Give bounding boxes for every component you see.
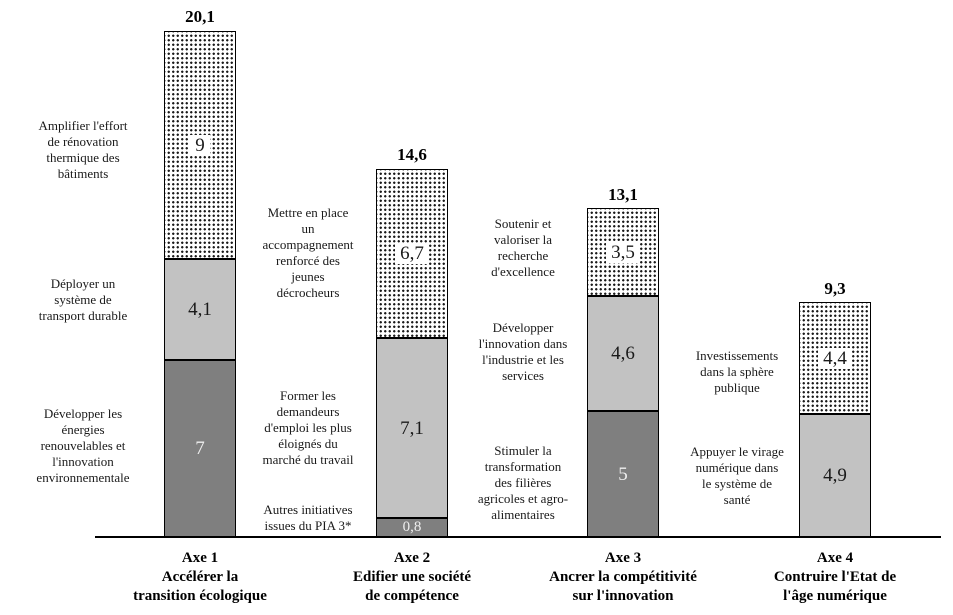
annotation-axe2-dotted: Mettre en place un accompagnement renfor… [262,205,354,300]
bar-axe1-segment-dotted: 9 [164,31,236,259]
annotation-axe4-dotted: Investissements dans la sphère publique [695,348,779,395]
bar-axe4-segment-dotted: 4,4 [799,302,871,414]
category-label-axe3: Axe 3 Ancrer la compétitivité sur l'inno… [549,550,697,604]
bar-axe2-segment-light: 7,1 [376,338,448,518]
bar-axe3-segment-dark: 5 [587,411,659,537]
category-label-axe1: Axe 1 Accélérer la transition écologique [133,550,267,604]
segment-value: 3,5 [606,241,640,263]
annotation-axe2-dark: Autres initiatives issues du PIA 3* [263,502,353,533]
segment-value: 4,6 [611,343,635,364]
bar-axe2-segment-dotted: 6,7 [376,169,448,338]
bar-axe2-segment-dark: 0,8 [376,518,448,537]
segment-value: 6,7 [395,243,429,264]
annotation-axe3-dotted: Soutenir et valoriser la recherche d'exc… [491,216,555,279]
segment-value: 4,4 [818,347,852,369]
x-axis-line [95,536,941,538]
segment-value: 9 [190,134,210,156]
total-label-axe4: 9,3 [824,279,846,298]
annotation-axe1-dotted: Amplifier l'effort de rénovation thermiq… [38,118,128,181]
segment-value: 7 [195,438,205,459]
segment-value: 0,8 [402,519,422,535]
annotation-axe4-light: Appuyer le virage numérique dans le syst… [690,444,784,507]
category-label-axe4: Axe 4 Contruire l'Etat de l'âge numériqu… [773,550,897,604]
total-label-axe1: 20,1 [185,7,215,26]
segment-value: 4,9 [823,465,847,486]
annotation-axe2-light: Former les demandeurs d'emploi les plus … [262,388,354,467]
category-label-axe2: Axe 2 Edifier une société de compétence [352,550,472,604]
bar-axe4-segment-light: 4,9 [799,414,871,537]
annotation-axe1-dark: Développer les énergies renouvelables et… [36,406,130,485]
bar-axe1-segment-dark: 7 [164,360,236,537]
segment-value: 4,1 [188,299,212,320]
total-label-axe3: 13,1 [608,185,638,204]
annotation-axe3-dark: Stimuler la transformation des filières … [477,443,569,522]
annotation-axe3-light: Développer l'innovation dans l'industrie… [478,320,568,383]
bar-axe3-segment-light: 4,6 [587,296,659,411]
segment-value: 5 [618,463,628,485]
bar-axe3-segment-dotted: 3,5 [587,208,659,296]
annotation-axe1-light: Déployer un système de transport durable [38,276,128,323]
bar-axe1-segment-light: 4,1 [164,259,236,360]
segment-value: 7,1 [400,417,424,439]
total-label-axe2: 14,6 [397,145,427,164]
